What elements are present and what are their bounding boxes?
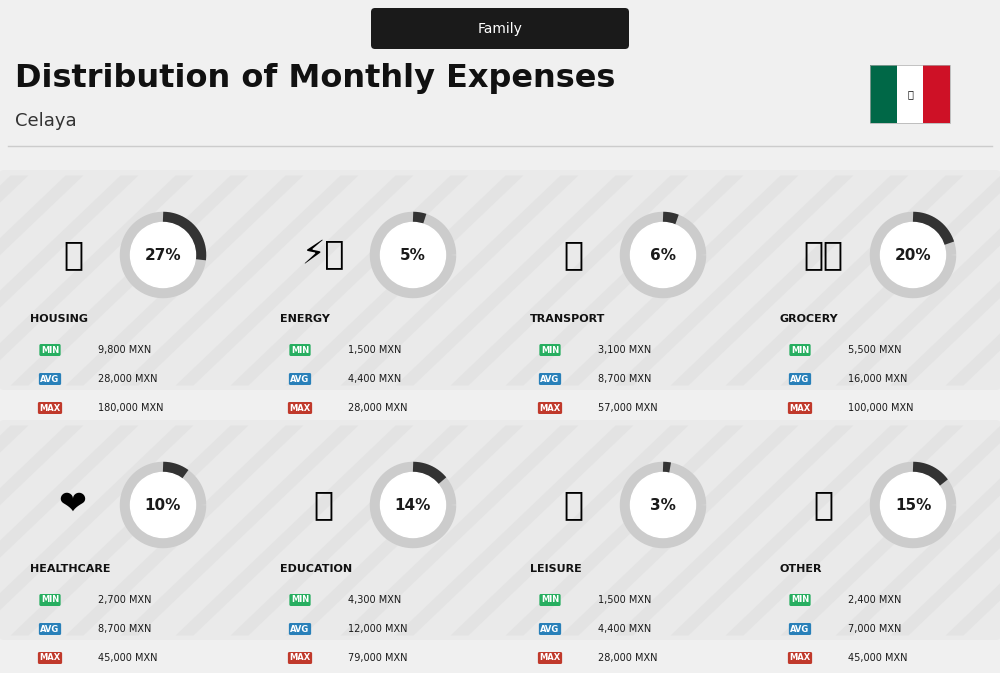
Text: MIN: MIN [541, 345, 559, 355]
FancyBboxPatch shape [0, 420, 1000, 640]
Text: 🚌: 🚌 [563, 238, 583, 271]
Text: 8,700 MXN: 8,700 MXN [98, 624, 151, 634]
Text: 45,000 MXN: 45,000 MXN [98, 653, 158, 663]
Text: AVG: AVG [790, 625, 810, 633]
Text: 🎓: 🎓 [313, 489, 333, 522]
Text: MIN: MIN [41, 596, 59, 604]
Text: MAX: MAX [539, 404, 561, 413]
Text: 4,300 MXN: 4,300 MXN [348, 595, 401, 605]
Text: GROCERY: GROCERY [780, 314, 839, 324]
Text: AVG: AVG [540, 625, 560, 633]
Text: 3,100 MXN: 3,100 MXN [598, 345, 651, 355]
Circle shape [881, 223, 946, 287]
FancyBboxPatch shape [870, 65, 897, 123]
Text: 57,000 MXN: 57,000 MXN [598, 403, 658, 413]
Text: 6%: 6% [650, 248, 676, 262]
Text: MIN: MIN [291, 345, 309, 355]
Text: 💰: 💰 [813, 489, 833, 522]
FancyBboxPatch shape [897, 65, 923, 123]
Text: HEALTHCARE: HEALTHCARE [30, 564, 110, 574]
Text: 5%: 5% [400, 248, 426, 262]
Text: 14%: 14% [395, 497, 431, 513]
Circle shape [631, 223, 696, 287]
Text: 1,500 MXN: 1,500 MXN [598, 595, 651, 605]
Text: 27%: 27% [145, 248, 181, 262]
Circle shape [130, 472, 196, 538]
Text: MAX: MAX [289, 404, 311, 413]
Text: MIN: MIN [791, 596, 809, 604]
Text: MIN: MIN [541, 596, 559, 604]
Circle shape [380, 472, 446, 538]
Text: MAX: MAX [289, 653, 311, 662]
Text: MIN: MIN [291, 596, 309, 604]
Text: ⚡🏠: ⚡🏠 [301, 238, 345, 271]
Text: 79,000 MXN: 79,000 MXN [348, 653, 408, 663]
FancyBboxPatch shape [0, 170, 1000, 390]
Text: 3%: 3% [650, 497, 676, 513]
Text: 7,000 MXN: 7,000 MXN [848, 624, 901, 634]
Text: MIN: MIN [41, 345, 59, 355]
Text: 🦅: 🦅 [907, 89, 913, 99]
Text: 🛍🥬: 🛍🥬 [803, 238, 843, 271]
Text: AVG: AVG [290, 374, 310, 384]
Text: MAX: MAX [39, 653, 61, 662]
Text: 28,000 MXN: 28,000 MXN [98, 374, 158, 384]
Text: AVG: AVG [790, 374, 810, 384]
Text: MIN: MIN [791, 345, 809, 355]
Text: 45,000 MXN: 45,000 MXN [848, 653, 908, 663]
Text: 10%: 10% [145, 497, 181, 513]
Circle shape [631, 472, 696, 538]
Text: TRANSPORT: TRANSPORT [530, 314, 605, 324]
Text: Celaya: Celaya [15, 112, 77, 130]
Text: OTHER: OTHER [780, 564, 822, 574]
Text: 4,400 MXN: 4,400 MXN [598, 624, 651, 634]
Text: MAX: MAX [789, 404, 811, 413]
Text: MAX: MAX [39, 404, 61, 413]
Text: AVG: AVG [540, 374, 560, 384]
Text: 12,000 MXN: 12,000 MXN [348, 624, 408, 634]
Text: LEISURE: LEISURE [530, 564, 582, 574]
Text: 100,000 MXN: 100,000 MXN [848, 403, 914, 413]
FancyBboxPatch shape [371, 8, 629, 49]
FancyBboxPatch shape [923, 65, 950, 123]
Text: 16,000 MXN: 16,000 MXN [848, 374, 907, 384]
Text: 28,000 MXN: 28,000 MXN [598, 653, 658, 663]
Text: 🏢: 🏢 [63, 238, 83, 271]
Text: 2,400 MXN: 2,400 MXN [848, 595, 901, 605]
Text: 28,000 MXN: 28,000 MXN [348, 403, 408, 413]
Text: ENERGY: ENERGY [280, 314, 330, 324]
Text: 20%: 20% [895, 248, 931, 262]
Circle shape [380, 223, 446, 287]
Text: 🛍: 🛍 [563, 489, 583, 522]
Text: 5,500 MXN: 5,500 MXN [848, 345, 902, 355]
Text: AVG: AVG [40, 374, 60, 384]
Text: ❤️: ❤️ [59, 489, 87, 522]
Text: MAX: MAX [789, 653, 811, 662]
Text: MAX: MAX [539, 653, 561, 662]
Text: AVG: AVG [40, 625, 60, 633]
Circle shape [881, 472, 946, 538]
Text: 8,700 MXN: 8,700 MXN [598, 374, 651, 384]
Circle shape [130, 223, 196, 287]
Text: 1,500 MXN: 1,500 MXN [348, 345, 401, 355]
Text: 4,400 MXN: 4,400 MXN [348, 374, 401, 384]
Text: 9,800 MXN: 9,800 MXN [98, 345, 151, 355]
Text: HOUSING: HOUSING [30, 314, 88, 324]
Text: 180,000 MXN: 180,000 MXN [98, 403, 164, 413]
Text: 2,700 MXN: 2,700 MXN [98, 595, 152, 605]
Text: Distribution of Monthly Expenses: Distribution of Monthly Expenses [15, 63, 615, 94]
Text: Family: Family [478, 22, 522, 36]
Text: 15%: 15% [895, 497, 931, 513]
Text: AVG: AVG [290, 625, 310, 633]
Text: EDUCATION: EDUCATION [280, 564, 352, 574]
